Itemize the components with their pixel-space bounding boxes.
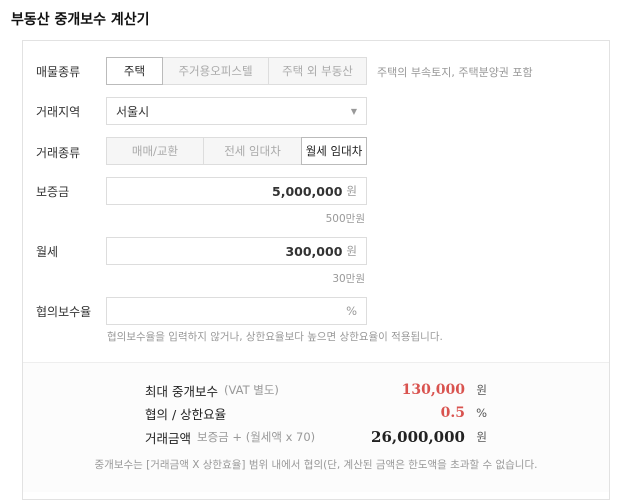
amount-sub: 보증금 + (월세액 x 70) (197, 430, 316, 444)
deposit-input[interactable]: 5,000,000 원 (106, 177, 367, 205)
amount-value: 26,000,000 (371, 428, 465, 446)
property-type-note: 주택의 부속토지, 주택분양권 포함 (377, 66, 533, 79)
monthly-hint: 30만원 (332, 273, 365, 285)
max-fee-unit: 원 (476, 383, 487, 397)
result-rate: 협의 / 상한요율 0.5 % (145, 403, 490, 423)
max-fee-label: 최대 중개보수 (145, 383, 218, 399)
result-footnote: 중개보수는 [거래금액 X 상한효율] 범위 내에서 협의(단, 계산된 금액은… (94, 459, 538, 471)
monthly-value: 300,000 (285, 243, 343, 259)
option-monthly-rent[interactable]: 월세 임대차 (301, 137, 367, 165)
deposit-hint: 500만원 (325, 213, 365, 225)
option-jeonse[interactable]: 전세 임대차 (203, 137, 302, 165)
rate-note: 협의보수율을 입력하지 않거나, 상한요율보다 높으면 상한요율이 적용됩니다. (107, 331, 443, 343)
page-title: 부동산 중개보수 계산기 (11, 12, 150, 28)
option-non-house[interactable]: 주택 외 부동산 (268, 57, 367, 85)
amount-label: 거래금액 (145, 430, 192, 446)
region-select[interactable]: 서울시 ▼ (106, 97, 367, 125)
monthly-unit: 원 (346, 244, 357, 258)
deposit-unit: 원 (346, 184, 357, 198)
property-type-label: 매물종류 (36, 65, 81, 79)
result-panel (23, 362, 609, 492)
rate-label: 협의보수율 (36, 305, 92, 319)
result-max-fee: 최대 중개보수 (VAT 별도) 130,000 원 (145, 380, 490, 400)
rate-result-value: 0.5 (440, 405, 465, 421)
option-sale[interactable]: 매매/교환 (106, 137, 204, 165)
max-fee-value: 130,000 (401, 382, 465, 398)
rate-result-unit: % (476, 406, 487, 420)
rate-input[interactable]: % (106, 297, 367, 325)
chevron-down-icon: ▼ (350, 106, 357, 116)
option-officetel[interactable]: 주거용오피스텔 (162, 57, 269, 85)
rate-result-label: 협의 / 상한요율 (145, 406, 227, 422)
monthly-input[interactable]: 300,000 원 (106, 237, 367, 265)
result-amount: 거래금액 보증금 + (월세액 x 70) 26,000,000 원 (145, 427, 490, 447)
monthly-label: 월세 (36, 245, 59, 259)
deal-type-group: 매매/교환 전세 임대차 월세 임대차 (106, 137, 367, 165)
rate-unit: % (346, 304, 357, 318)
max-fee-sub: (VAT 별도) (223, 383, 279, 397)
deposit-value: 5,000,000 (272, 183, 343, 199)
property-type-group: 주택 주거용오피스텔 주택 외 부동산 (106, 57, 367, 85)
amount-unit: 원 (476, 430, 487, 444)
deposit-label: 보증금 (36, 185, 70, 199)
region-value: 서울시 (116, 104, 150, 119)
deal-type-label: 거래종류 (36, 146, 81, 160)
option-house[interactable]: 주택 (106, 57, 163, 85)
region-label: 거래지역 (36, 105, 81, 119)
